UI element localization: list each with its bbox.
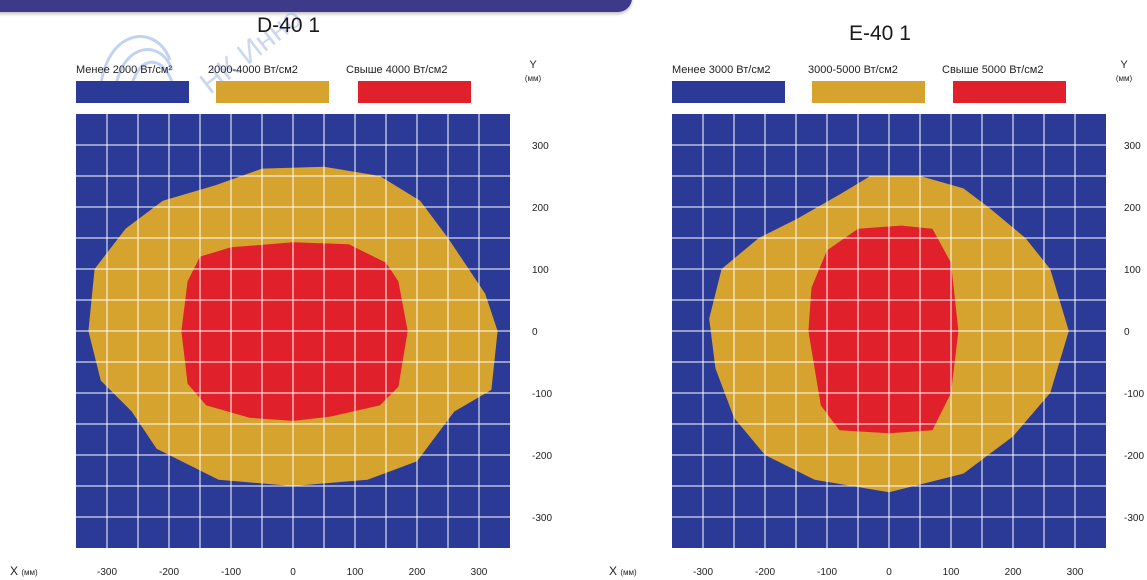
x-tick-label: -300 bbox=[97, 567, 117, 578]
x-tick-label: 200 bbox=[409, 567, 426, 578]
x-tick-label: 200 bbox=[1005, 567, 1022, 578]
legend-label-high: Свыше 5000 Вт/см2 bbox=[942, 64, 1044, 76]
y-tick-label: 0 bbox=[532, 327, 538, 338]
x-tick-label: -300 bbox=[693, 567, 713, 578]
y-tick-label: 0 bbox=[1124, 327, 1130, 338]
legend-swatch-mid bbox=[812, 81, 925, 103]
chart-panel-e40: E-40 1 Менее 3000 Вт/см2 3000-5000 Вт/см… bbox=[574, 0, 1147, 580]
chart-panel-d40: D-40 1 Менее 2000 Вт/см² 2000-4000 Вт/см… bbox=[0, 0, 573, 580]
x-tick-label: -100 bbox=[817, 567, 837, 578]
y-tick-label: 100 bbox=[1124, 265, 1141, 276]
y-tick-label: 200 bbox=[532, 203, 549, 214]
heatmap-plot: 300 200 100 0 -100 -200 -300 -300 -200 -100 0 100 20… bbox=[76, 114, 552, 578]
legend-swatch-high bbox=[358, 81, 471, 103]
legend-swatch-high bbox=[953, 81, 1066, 103]
y-tick-label: -100 bbox=[1124, 389, 1144, 400]
x-tick-label: -200 bbox=[159, 567, 179, 578]
x-tick-label: 300 bbox=[471, 567, 488, 578]
legend-label-high: Свыше 4000 Вт/см2 bbox=[346, 64, 448, 76]
chart-title: E-40 1 bbox=[849, 22, 911, 45]
y-tick-label: -100 bbox=[532, 389, 552, 400]
legend-label-low: Менее 2000 Вт/см² bbox=[76, 64, 173, 76]
legend-swatch-mid bbox=[216, 81, 329, 103]
heatmap-plot: 300 200 100 0 -100 -200 -300 -300 -200 -100 0 100 20… bbox=[672, 114, 1144, 578]
x-tick-label: 0 bbox=[886, 567, 892, 578]
legend-label-mid: 3000-5000 Вт/см2 bbox=[808, 64, 898, 76]
legend-label-low: Менее 3000 Вт/см2 bbox=[672, 64, 771, 76]
y-tick-label: -300 bbox=[532, 513, 552, 524]
y-tick-label: 300 bbox=[1124, 141, 1141, 152]
y-tick-label: 100 bbox=[532, 265, 549, 276]
y-tick-label: 300 bbox=[532, 141, 549, 152]
y-tick-label: -200 bbox=[532, 451, 552, 462]
x-tick-label: 100 bbox=[943, 567, 960, 578]
x-axis-label: X (мм) bbox=[10, 564, 38, 578]
y-tick-label: 200 bbox=[1124, 203, 1141, 214]
header-band bbox=[0, 0, 632, 12]
y-tick-label: -200 bbox=[1124, 451, 1144, 462]
zone-1 bbox=[181, 242, 408, 421]
x-tick-label: -200 bbox=[755, 567, 775, 578]
legend-swatch-low bbox=[672, 81, 785, 103]
x-tick-label: 300 bbox=[1067, 567, 1084, 578]
y-axis-label: Y (мм) bbox=[1115, 59, 1133, 83]
y-tick-label: -300 bbox=[1124, 513, 1144, 524]
zone-1 bbox=[808, 225, 959, 434]
x-tick-label: -100 bbox=[221, 567, 241, 578]
y-axis-label: Y (мм) bbox=[524, 59, 542, 83]
legend-label-mid: 2000-4000 Вт/см2 bbox=[208, 64, 298, 76]
x-tick-label: 100 bbox=[347, 567, 364, 578]
x-tick-label: 0 bbox=[290, 567, 296, 578]
legend-swatch-low bbox=[76, 81, 189, 103]
x-axis-label: X (мм) bbox=[609, 564, 637, 578]
chart-title: D-40 1 bbox=[257, 14, 321, 37]
